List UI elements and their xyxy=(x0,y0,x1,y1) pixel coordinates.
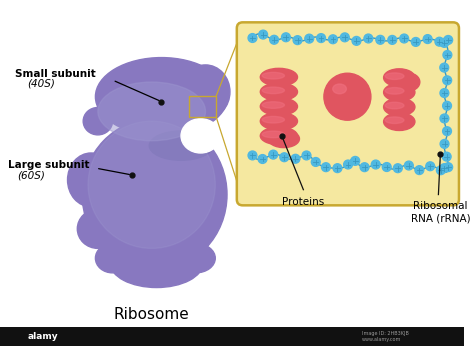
Circle shape xyxy=(444,36,453,44)
Circle shape xyxy=(440,89,449,97)
Circle shape xyxy=(423,35,432,43)
Ellipse shape xyxy=(398,73,420,91)
Ellipse shape xyxy=(385,117,404,124)
Circle shape xyxy=(440,164,449,173)
Text: Ribosomal
RNA (rRNA): Ribosomal RNA (rRNA) xyxy=(410,201,470,223)
Ellipse shape xyxy=(88,121,215,248)
Circle shape xyxy=(442,152,451,161)
Text: alamy: alamy xyxy=(27,332,58,341)
Text: Ribosome: Ribosome xyxy=(114,307,190,322)
Ellipse shape xyxy=(333,84,346,94)
Circle shape xyxy=(440,114,449,123)
Ellipse shape xyxy=(385,73,404,79)
Text: Image ID: 2HB3KJB
www.alamy.com: Image ID: 2HB3KJB www.alamy.com xyxy=(362,331,409,342)
Circle shape xyxy=(282,33,291,42)
Circle shape xyxy=(364,34,373,43)
Ellipse shape xyxy=(260,127,298,145)
Circle shape xyxy=(404,161,413,170)
Ellipse shape xyxy=(110,239,203,288)
Circle shape xyxy=(321,163,330,172)
Circle shape xyxy=(324,73,371,120)
Ellipse shape xyxy=(262,72,284,79)
Circle shape xyxy=(344,160,353,169)
Ellipse shape xyxy=(262,102,284,108)
Ellipse shape xyxy=(262,87,284,94)
Ellipse shape xyxy=(260,83,298,101)
Circle shape xyxy=(305,34,314,43)
Circle shape xyxy=(280,153,289,162)
Circle shape xyxy=(317,34,326,42)
Text: Proteins: Proteins xyxy=(282,197,325,206)
Ellipse shape xyxy=(95,57,228,136)
Circle shape xyxy=(440,139,449,148)
Circle shape xyxy=(388,35,397,44)
Bar xyxy=(189,96,216,117)
Circle shape xyxy=(302,151,311,160)
Circle shape xyxy=(351,156,360,165)
Circle shape xyxy=(340,33,349,42)
Circle shape xyxy=(443,50,452,60)
Circle shape xyxy=(311,158,320,166)
Ellipse shape xyxy=(268,130,300,148)
Circle shape xyxy=(426,162,435,171)
Circle shape xyxy=(371,160,380,169)
Text: (40S): (40S) xyxy=(27,79,55,89)
Circle shape xyxy=(248,151,257,160)
Ellipse shape xyxy=(181,65,230,119)
Ellipse shape xyxy=(77,209,118,248)
Ellipse shape xyxy=(383,113,415,131)
FancyBboxPatch shape xyxy=(237,22,459,205)
Circle shape xyxy=(376,35,385,44)
Ellipse shape xyxy=(95,244,130,273)
Ellipse shape xyxy=(98,82,206,141)
Circle shape xyxy=(400,34,409,43)
Ellipse shape xyxy=(383,98,415,116)
Circle shape xyxy=(415,166,424,175)
Circle shape xyxy=(333,164,342,173)
Circle shape xyxy=(328,35,337,44)
Ellipse shape xyxy=(149,131,213,160)
Circle shape xyxy=(443,76,452,85)
Circle shape xyxy=(248,34,257,42)
Ellipse shape xyxy=(385,88,404,94)
Circle shape xyxy=(360,163,369,172)
Ellipse shape xyxy=(83,107,112,135)
Circle shape xyxy=(269,150,278,159)
Text: Large subunit: Large subunit xyxy=(8,160,89,170)
Ellipse shape xyxy=(385,102,404,109)
Ellipse shape xyxy=(260,112,298,130)
Circle shape xyxy=(293,36,302,44)
Ellipse shape xyxy=(181,119,220,153)
Circle shape xyxy=(258,155,267,163)
Circle shape xyxy=(352,36,361,45)
Circle shape xyxy=(259,30,267,39)
Text: Small subunit: Small subunit xyxy=(15,69,95,79)
Circle shape xyxy=(291,154,300,163)
Ellipse shape xyxy=(260,68,298,86)
Bar xyxy=(0,327,464,346)
Ellipse shape xyxy=(383,84,415,101)
Ellipse shape xyxy=(383,69,415,86)
Ellipse shape xyxy=(262,131,284,138)
Circle shape xyxy=(440,38,449,47)
Ellipse shape xyxy=(82,119,227,271)
Circle shape xyxy=(435,37,444,46)
Ellipse shape xyxy=(67,153,115,207)
Ellipse shape xyxy=(262,117,284,123)
Circle shape xyxy=(383,163,391,172)
Circle shape xyxy=(443,102,451,110)
Text: (60S): (60S) xyxy=(18,170,46,180)
Ellipse shape xyxy=(176,244,215,273)
Circle shape xyxy=(270,35,279,44)
Circle shape xyxy=(411,37,420,46)
Circle shape xyxy=(443,127,451,135)
Circle shape xyxy=(393,164,402,173)
Circle shape xyxy=(444,163,453,172)
Circle shape xyxy=(440,63,449,72)
Circle shape xyxy=(437,166,445,175)
Ellipse shape xyxy=(260,98,298,115)
